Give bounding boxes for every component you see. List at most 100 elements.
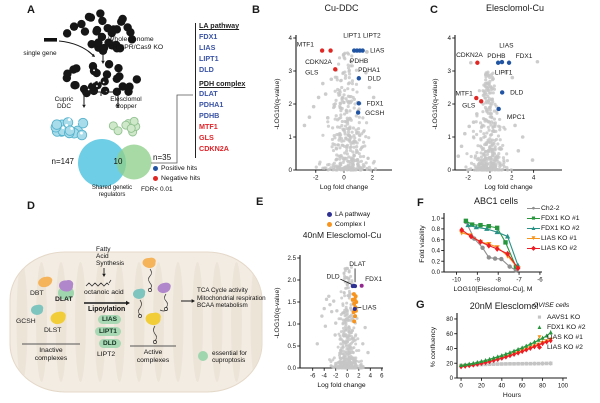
svg-text:GLS: GLS bbox=[305, 69, 319, 76]
inactive-complexes-1: Inactive bbox=[39, 347, 63, 354]
svg-text:60: 60 bbox=[446, 331, 453, 338]
svg-text:0: 0 bbox=[447, 167, 451, 174]
gene-fdx1: FDX1 bbox=[199, 31, 218, 41]
panel-e-title: 40nM Elesclomol-Cu bbox=[302, 230, 382, 240]
dlat-label: DLAT bbox=[55, 296, 73, 303]
svg-text:0.8: 0.8 bbox=[432, 226, 441, 233]
whole-genome-label-2: CRISPR/Cas9 KO bbox=[108, 44, 164, 51]
svg-text:0: 0 bbox=[342, 175, 346, 182]
lias-ko1-marker-icon: ▼ bbox=[527, 235, 540, 242]
negative-hits-label: Negative hits bbox=[161, 174, 201, 182]
g-lias-ko1-marker-icon: ▼ bbox=[536, 333, 543, 341]
svg-text:0.2: 0.2 bbox=[432, 258, 441, 265]
svg-text:2: 2 bbox=[357, 373, 361, 380]
venn-overlap-count: 10 bbox=[113, 157, 123, 166]
negative-hit-dot-icon bbox=[153, 175, 158, 181]
svg-text:FDX1: FDX1 bbox=[365, 276, 382, 283]
ovise-growth-chart: 0 20 40 60 80 100 0 20 40 60 80 Hours % confluency bbox=[430, 313, 569, 399]
venn-caption-1: Shared genetic bbox=[91, 185, 133, 191]
svg-text:MPC1: MPC1 bbox=[507, 114, 526, 121]
svg-text:FDX1: FDX1 bbox=[516, 53, 533, 60]
legend-g-lias-ko2: ◆ LIAS KO #2 bbox=[533, 342, 586, 352]
lias-ko1-label: LIAS KO #1 bbox=[541, 234, 577, 242]
pdh-complex-header: PDH complex bbox=[199, 78, 246, 88]
svg-text:2.0: 2.0 bbox=[288, 277, 297, 284]
active-complexes-1: Active bbox=[143, 349, 163, 356]
svg-text:LIPT1: LIPT1 bbox=[343, 32, 361, 39]
lias-ko2-marker-icon: ◆ bbox=[527, 244, 540, 252]
gene-mtf1: MTF1 bbox=[199, 122, 218, 132]
svg-text:Hours: Hours bbox=[503, 392, 522, 399]
lipoylation-label: Lipoylation bbox=[88, 306, 126, 313]
svg-text:-9: -9 bbox=[475, 277, 481, 284]
svg-text:% confluency: % confluency bbox=[430, 326, 437, 367]
svg-text:3: 3 bbox=[447, 68, 451, 75]
dld-pill: DLD bbox=[99, 338, 121, 348]
svg-text:2.5: 2.5 bbox=[288, 255, 297, 262]
gene-cdkn2a: CDKN2A bbox=[199, 143, 229, 153]
svg-text:CDKN2A: CDKN2A bbox=[456, 52, 483, 59]
svg-text:40: 40 bbox=[446, 346, 453, 353]
gcsh-label: GCSH bbox=[16, 318, 36, 325]
svg-text:0: 0 bbox=[346, 373, 350, 380]
svg-text:1.0: 1.0 bbox=[432, 215, 441, 222]
complex1-legend: Complex I bbox=[327, 219, 366, 229]
svg-text:PDHB: PDHB bbox=[487, 53, 506, 60]
svg-text:PDHB: PDHB bbox=[350, 58, 369, 65]
svg-text:0: 0 bbox=[288, 167, 292, 174]
svg-text:-LOG10(q-value): -LOG10(q-value) bbox=[274, 288, 281, 339]
svg-text:1: 1 bbox=[447, 134, 451, 141]
essential-legend-2: cuproptosis bbox=[212, 357, 246, 364]
gene-pdhb: PDHB bbox=[199, 111, 220, 121]
g-lias-ko1-label: LIAS KO #1 bbox=[547, 333, 583, 341]
svg-text:2: 2 bbox=[370, 175, 374, 182]
outcome-line3: BCAA metabolism bbox=[197, 302, 248, 309]
volcano-elesclomol-cu: -2 0 2 4 0 1 2 3 4 Log fold change -LOG10(q-value)… bbox=[432, 35, 562, 191]
fdx1-ko2-marker-icon: ▲ bbox=[527, 225, 540, 232]
panel-g-legend: OVISE cells ■ AAVS1 KO ▲ FDX1 KO #2 ▼ LIAS … bbox=[533, 302, 586, 352]
fdx1-ko1-marker-icon: ■ bbox=[527, 215, 540, 222]
positive-hit-dot-icon bbox=[153, 165, 158, 171]
outcome-line2: Mitochondrial respiration bbox=[197, 294, 266, 302]
panel-f-title: ABC1 cells bbox=[473, 196, 518, 206]
lias-ko2-label: LIAS KO #2 bbox=[541, 244, 577, 252]
svg-text:MTF1: MTF1 bbox=[456, 90, 474, 97]
svg-text:LIAS: LIAS bbox=[499, 42, 514, 49]
panel-d-letter: D bbox=[27, 200, 35, 212]
outcome-line1: TCA Cycle activity bbox=[197, 287, 248, 294]
panel-c-title: Elesclomol-Cu bbox=[485, 3, 545, 13]
lipt2-label: LIPT2 bbox=[97, 351, 116, 358]
svg-text:1.5: 1.5 bbox=[288, 299, 297, 306]
svg-text:Log fold change: Log fold change bbox=[320, 184, 369, 191]
panel-g-letter: G bbox=[416, 299, 425, 311]
gene-pdha1: PDHA1 bbox=[199, 100, 224, 110]
svg-text:4: 4 bbox=[447, 35, 451, 42]
svg-text:GLS: GLS bbox=[462, 103, 476, 110]
panel-f-letter: F bbox=[417, 197, 424, 209]
svg-text:-LOG10(q-value): -LOG10(q-value) bbox=[274, 79, 281, 130]
legend-fdx1-ko1: ■ FDX1 KO #1 bbox=[527, 213, 580, 223]
lias-pill: LIAS bbox=[98, 315, 122, 324]
fatty-acid-line1: Fatty bbox=[96, 246, 111, 253]
panel-c-letter: C bbox=[430, 4, 438, 16]
cupric-label-1: Cupric bbox=[54, 96, 74, 103]
complex1-label: Complex I bbox=[335, 220, 366, 228]
elesclomol-label-1: Elesclomol bbox=[110, 96, 142, 103]
elesclomol-label-2: Copper bbox=[115, 103, 137, 110]
svg-text:20: 20 bbox=[446, 360, 453, 367]
svg-text:0.0: 0.0 bbox=[432, 269, 441, 276]
ch2-2-label: Ch2-2 bbox=[541, 204, 560, 212]
svg-text:Log fold change: Log fold change bbox=[484, 184, 533, 191]
fdx1-ko1-label: FDX1 KO #1 bbox=[541, 214, 580, 222]
svg-text:-2: -2 bbox=[333, 373, 339, 380]
svg-text:LOG10[Elesclomol-Cu], M: LOG10[Elesclomol-Cu], M bbox=[454, 286, 533, 293]
active-complexes-2: complexes bbox=[136, 356, 170, 364]
g-lias-ko2-label: LIAS KO #2 bbox=[547, 343, 583, 351]
venn-left-count: n=147 bbox=[51, 157, 74, 166]
inactive-complexes-2: complexes bbox=[34, 354, 68, 362]
svg-text:0.4: 0.4 bbox=[432, 248, 441, 255]
volcano-40nm-elesclomol-cu: -6 -4 -2 0 2 4 6 0.0 0.5 1.0 1.5 2.0 2.5 Log fold cha… bbox=[274, 255, 384, 389]
venn-right-count: n=35 bbox=[153, 153, 172, 162]
g-fdx1-ko2-marker-icon: ▲ bbox=[536, 323, 543, 331]
